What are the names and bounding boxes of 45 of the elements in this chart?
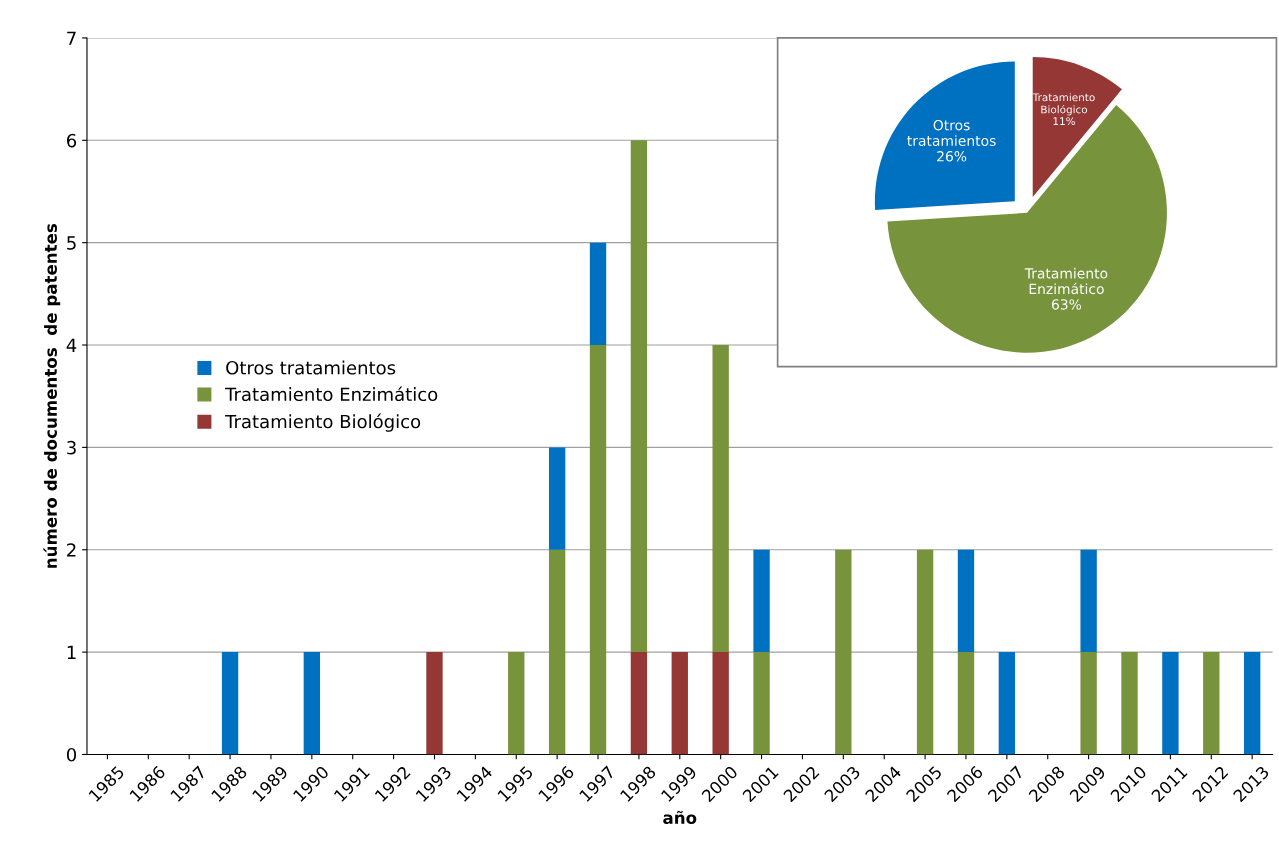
bar [548,447,566,550]
bar [1203,652,1220,755]
bar [303,652,321,755]
y-tick-label: 1 [67,645,76,659]
y-tick-label: 4 [66,338,77,352]
bar [1080,549,1097,653]
slice-label: Tratamiento Biológico [1032,93,1095,116]
bar [1080,652,1097,755]
bar [916,549,934,755]
bar [589,242,607,346]
bar [712,652,729,755]
bar [630,140,648,653]
y-tick-label: 7 [67,31,76,45]
bar [671,652,688,755]
y-tick-label: 6 [67,133,77,148]
bar [998,652,1016,755]
legend-label: Otros tratamientos [226,360,396,375]
bar [548,549,566,755]
bar [221,652,239,755]
y-tick-label: 0 [66,747,77,762]
data-label: 11% [1053,117,1075,126]
bar [835,549,852,755]
y-tick-label: 2 [67,543,76,557]
legend-label: Tratamiento Enzimático [225,386,438,402]
data-label: 26% [937,151,967,162]
bar [712,345,729,653]
bar [589,345,607,755]
bar [753,652,770,755]
bar [957,652,975,755]
data-label: 63% [1051,299,1082,310]
y-axis-title: número de documentos de patentes [43,223,61,568]
bar [426,652,443,755]
bar [508,652,525,755]
bar [630,652,648,755]
slice-label: Otros tratamientos [907,119,996,146]
bar [753,549,770,653]
bar [1162,652,1179,755]
bar [957,549,975,653]
bar [1243,652,1261,755]
bar [1121,652,1138,755]
slice-label: Tratamiento Enzimático [1024,267,1108,295]
y-tick-label: 5 [67,236,76,250]
x-axis-title: año [663,810,697,825]
legend-label: Tratamiento Biológico [225,413,421,432]
y-tick-label: 3 [67,440,76,455]
